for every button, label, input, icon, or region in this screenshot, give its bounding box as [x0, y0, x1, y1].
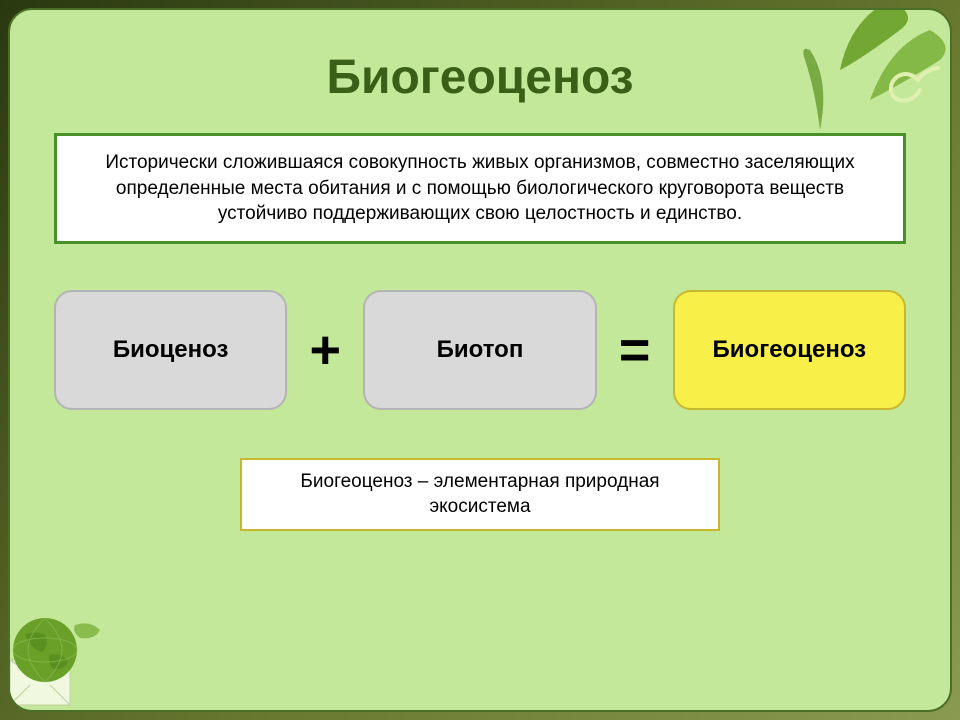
equals-operator: = [615, 319, 655, 381]
footnote-box: Биогеоценоз – элементарная природная эко… [240, 458, 720, 531]
equation-box-2: Биотоп [363, 290, 596, 410]
equation-box-result: Биогеоценоз [673, 290, 906, 410]
slide-frame: Биогеоценоз Исторически сложившаяся сово… [8, 8, 952, 712]
equation-row: Биоценоз + Биотоп = Биогеоценоз [54, 290, 906, 410]
equation-box-1: Биоценоз [54, 290, 287, 410]
slide-title: Биогеоценоз [10, 50, 950, 105]
plus-operator: + [305, 319, 345, 381]
definition-box: Исторически сложившаяся совокупность жив… [54, 133, 906, 244]
globe-envelope-icon [8, 580, 140, 712]
